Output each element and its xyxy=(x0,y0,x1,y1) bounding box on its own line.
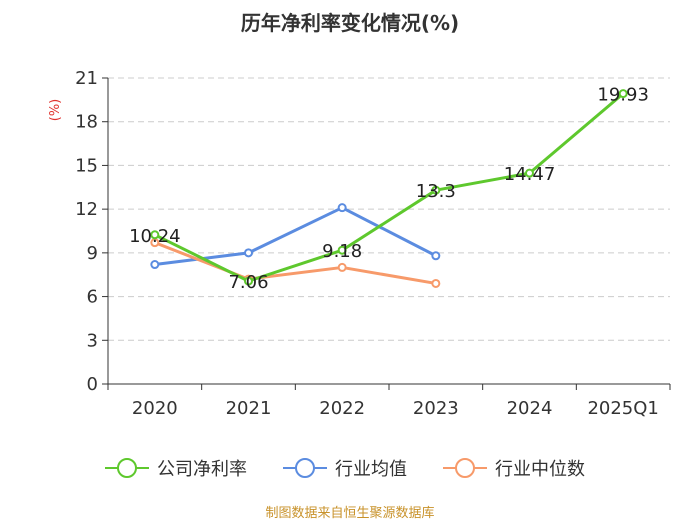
legend-item[interactable]: 行业均值 xyxy=(283,458,407,480)
data-label: 19.93 xyxy=(597,85,649,106)
data-point xyxy=(431,251,441,261)
y-tick-label: 21 xyxy=(75,68,98,89)
grid xyxy=(108,77,670,341)
x-tick-label: 2020 xyxy=(132,398,178,419)
legend-label: 行业中位数 xyxy=(495,459,585,480)
series-3 xyxy=(150,238,441,288)
data-point xyxy=(618,89,628,99)
legend-marker xyxy=(455,458,475,478)
data-point xyxy=(244,276,253,286)
data-label: 10.24 xyxy=(129,226,181,247)
y-tick-label: 3 xyxy=(87,330,98,351)
data-point xyxy=(150,230,160,240)
data-label: 9.18 xyxy=(322,241,362,262)
y-tick-label: 0 xyxy=(87,374,98,395)
legend-marker xyxy=(117,458,137,478)
legend-marker xyxy=(295,458,315,478)
series-layer xyxy=(150,89,628,288)
source-note: 制图数据来自恒生聚源数据库 xyxy=(265,505,434,521)
legend-label: 行业均值 xyxy=(335,459,407,480)
axes: 0 3 6 9 12 15 18 21 2020 2021 2022 2023 2024 2025Q1 xyxy=(75,68,671,419)
y-tick-label: 15 xyxy=(75,155,98,176)
x-tick-label: 2024 xyxy=(507,398,553,419)
y-tick-label: 18 xyxy=(75,112,98,133)
data-label: 7.06 xyxy=(228,272,268,293)
legend-item[interactable]: 行业中位数 xyxy=(443,458,585,480)
data-label: 14.47 xyxy=(504,164,556,185)
chart-title: 历年净利率变化情况(%) xyxy=(241,11,459,35)
legend: 公司净利率 行业均值 行业中位数 xyxy=(105,458,585,480)
x-tick-label: 2021 xyxy=(226,398,272,419)
series-line xyxy=(153,92,625,283)
legend-item[interactable]: 公司净利率 xyxy=(105,458,247,480)
series-1 xyxy=(150,89,628,286)
data-point xyxy=(431,278,441,288)
y-tick-label: 12 xyxy=(75,199,98,220)
y-tick-label: 6 xyxy=(87,287,98,308)
series-line xyxy=(153,241,438,285)
data-point xyxy=(150,260,160,270)
data-point xyxy=(337,262,347,272)
data-labels: 10.24 7.06 9.18 13.3 14.47 19.93 xyxy=(129,85,649,294)
data-point xyxy=(337,245,347,255)
x-tick-label: 2023 xyxy=(413,398,459,419)
data-point xyxy=(431,185,441,195)
data-point xyxy=(525,168,534,178)
data-label: 13.3 xyxy=(416,181,456,202)
data-point xyxy=(337,203,347,213)
x-tick-label: 2022 xyxy=(319,398,365,419)
y-tick-label: 9 xyxy=(87,243,98,264)
data-point xyxy=(244,248,253,258)
y-axis-label: (%) xyxy=(48,99,63,122)
legend-label: 公司净利率 xyxy=(157,459,247,480)
x-tick-label: 2025Q1 xyxy=(587,398,658,419)
